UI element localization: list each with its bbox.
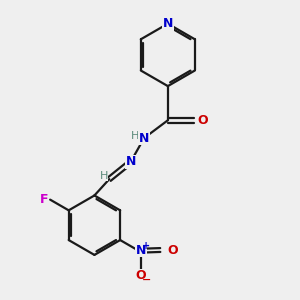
Text: O: O <box>198 114 208 127</box>
Text: N: N <box>163 17 173 30</box>
Text: N: N <box>125 155 136 168</box>
Text: −: − <box>142 275 151 285</box>
Text: H: H <box>100 171 108 181</box>
Text: +: + <box>142 241 150 250</box>
Text: O: O <box>167 244 178 256</box>
Text: N: N <box>139 132 149 145</box>
Text: N: N <box>136 244 146 256</box>
Text: H: H <box>131 131 139 141</box>
Text: F: F <box>40 193 49 206</box>
Text: O: O <box>136 269 146 282</box>
